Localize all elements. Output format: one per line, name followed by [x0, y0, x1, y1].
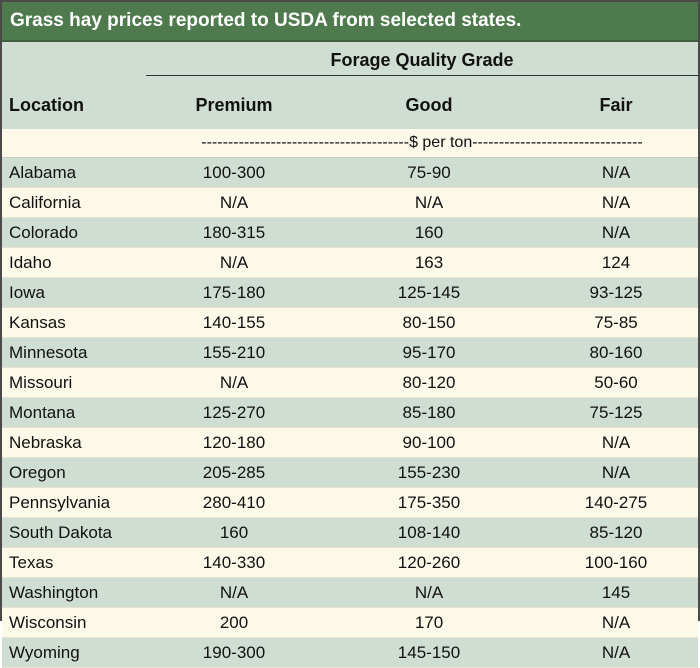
column-header-fair: Fair [599, 95, 633, 115]
premium-cell: 160 [219, 522, 249, 542]
table-row: Wisconsin 200 170 N/A [2, 608, 698, 638]
location-cell: Wyoming [9, 642, 80, 662]
good-cell: 155-230 [397, 462, 461, 482]
premium-cell: 200 [219, 612, 249, 632]
premium-cell: 120-180 [202, 432, 266, 452]
location-cell: Texas [9, 552, 54, 572]
fair-cell: N/A [601, 642, 631, 662]
premium-cell: 175-180 [202, 282, 266, 302]
table-row: Nebraska 120-180 90-100 N/A [2, 428, 698, 458]
fair-cell: 93-125 [589, 282, 643, 302]
good-cell: 120-260 [397, 552, 461, 572]
premium-cell: N/A [219, 192, 249, 212]
premium-cell: 100-300 [202, 162, 266, 182]
good-cell: 170 [414, 612, 444, 632]
fair-cell: 145 [601, 582, 631, 602]
good-cell: 80-120 [402, 372, 456, 392]
table-row: Texas 140-330 120-260 100-160 [2, 548, 698, 578]
good-cell: 163 [414, 252, 444, 272]
group-header-underline [146, 75, 698, 76]
table-body: Alabama 100-300 75-90 N/A California N/A N/A N/… [2, 158, 698, 668]
fair-cell: N/A [601, 222, 631, 242]
table-row: Idaho N/A 163 124 [2, 248, 698, 278]
fair-cell: 140-275 [584, 492, 648, 512]
location-cell: Oregon [9, 462, 66, 482]
location-cell: Kansas [9, 312, 66, 332]
table-row: Colorado 180-315 160 N/A [2, 218, 698, 248]
location-cell: Wisconsin [9, 612, 87, 632]
good-cell: 125-145 [397, 282, 461, 302]
table-row: Pennsylvania 280-410 175-350 140-275 [2, 488, 698, 518]
premium-cell: 280-410 [202, 492, 266, 512]
premium-cell: N/A [219, 252, 249, 272]
fair-cell: 85-120 [589, 522, 643, 542]
premium-cell: 180-315 [202, 222, 266, 242]
premium-cell: 140-330 [202, 552, 266, 572]
good-cell: 90-100 [402, 432, 456, 452]
location-cell: Iowa [9, 282, 45, 302]
good-cell: 145-150 [397, 642, 461, 662]
premium-cell: 155-210 [202, 342, 266, 362]
good-cell: 108-140 [397, 522, 461, 542]
table-row: Iowa 175-180 125-145 93-125 [2, 278, 698, 308]
good-cell: N/A [414, 582, 444, 602]
table-row: Alabama 100-300 75-90 N/A [2, 158, 698, 188]
column-header-premium: Premium [195, 95, 273, 115]
column-header-location: Location [9, 95, 84, 115]
location-cell: Alabama [9, 162, 77, 182]
premium-cell: N/A [219, 582, 249, 602]
fair-cell: 100-160 [584, 552, 648, 572]
fair-cell: 50-60 [594, 372, 638, 392]
location-cell: Montana [9, 402, 76, 422]
fair-cell: 124 [601, 252, 631, 272]
premium-cell: N/A [219, 372, 249, 392]
table-row: Wyoming 190-300 145-150 N/A [2, 638, 698, 668]
column-header-good: Good [405, 95, 453, 115]
location-cell: Washington [9, 582, 99, 602]
location-cell: Nebraska [9, 432, 82, 452]
column-headers: Location Premium Good Fair [2, 82, 698, 129]
units-label: ---------------------------------------$… [201, 134, 643, 151]
table-header: Forage Quality Grade Location Premium Go… [2, 42, 698, 129]
premium-cell: 190-300 [202, 642, 266, 662]
table-row: South Dakota 160 108-140 85-120 [2, 518, 698, 548]
fair-cell: N/A [601, 612, 631, 632]
fair-cell: N/A [601, 192, 631, 212]
location-cell: California [9, 192, 81, 212]
good-cell: 80-150 [402, 312, 456, 332]
location-cell: Colorado [9, 222, 78, 242]
location-cell: Minnesota [9, 342, 88, 362]
good-cell: 160 [414, 222, 444, 242]
premium-cell: 205-285 [202, 462, 266, 482]
good-cell: 75-90 [407, 162, 451, 182]
forage-quality-group-header: Forage Quality Grade [330, 50, 514, 70]
premium-cell: 140-155 [202, 312, 266, 332]
premium-cell: 125-270 [202, 402, 266, 422]
table-row: Washington N/A N/A 145 [2, 578, 698, 608]
location-cell: Missouri [9, 372, 73, 392]
fair-cell: 75-85 [594, 312, 638, 332]
fair-cell: N/A [601, 432, 631, 452]
fair-cell: 80-160 [589, 342, 643, 362]
table-title: Grass hay prices reported to USDA from s… [2, 2, 698, 42]
table-row: Kansas 140-155 80-150 75-85 [2, 308, 698, 338]
location-cell: Pennsylvania [9, 492, 111, 512]
table-row: Montana 125-270 85-180 75-125 [2, 398, 698, 428]
fair-cell: N/A [601, 462, 631, 482]
good-cell: 85-180 [402, 402, 456, 422]
table-row: Minnesota 155-210 95-170 80-160 [2, 338, 698, 368]
good-cell: N/A [414, 192, 444, 212]
table-row: Oregon 205-285 155-230 N/A [2, 458, 698, 488]
table-row: Missouri N/A 80-120 50-60 [2, 368, 698, 398]
fair-cell: 75-125 [589, 402, 643, 422]
fair-cell: N/A [601, 162, 631, 182]
good-cell: 95-170 [402, 342, 456, 362]
location-cell: South Dakota [9, 522, 113, 542]
units-row: ---------------------------------------$… [2, 129, 698, 158]
table-row: California N/A N/A N/A [2, 188, 698, 218]
good-cell: 175-350 [397, 492, 461, 512]
location-cell: Idaho [9, 252, 52, 272]
